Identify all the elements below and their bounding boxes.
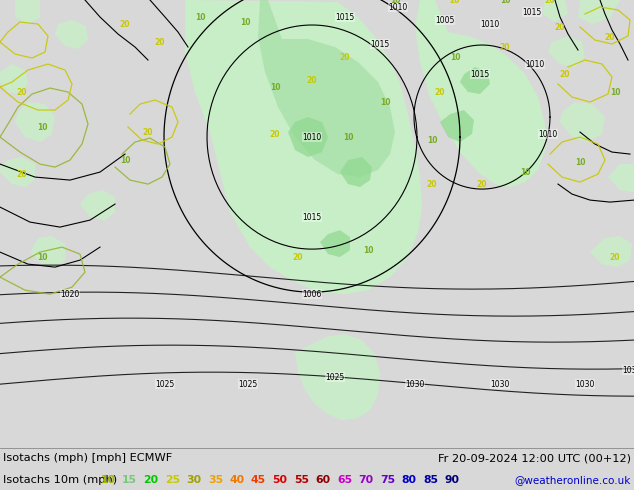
Text: 75: 75 [380, 475, 395, 485]
Text: 20: 20 [155, 38, 165, 47]
Polygon shape [440, 110, 474, 142]
Polygon shape [185, 0, 422, 294]
Text: 20: 20 [120, 20, 130, 28]
Polygon shape [590, 236, 632, 267]
Text: 90: 90 [444, 475, 460, 485]
Text: 1025: 1025 [238, 380, 257, 389]
Text: 20: 20 [450, 0, 460, 4]
Text: 10: 10 [363, 245, 373, 255]
Text: 20: 20 [307, 75, 317, 85]
Polygon shape [560, 102, 605, 142]
Text: 10: 10 [37, 253, 48, 262]
Text: 10: 10 [120, 155, 130, 165]
Text: 1010: 1010 [481, 20, 500, 28]
Text: 85: 85 [423, 475, 438, 485]
Text: 10: 10 [195, 13, 205, 22]
Text: 20: 20 [143, 475, 158, 485]
Text: 30: 30 [186, 475, 202, 485]
Text: 1015: 1015 [335, 13, 354, 22]
Text: 1035: 1035 [623, 366, 634, 375]
Text: 1006: 1006 [302, 290, 321, 298]
Text: 10: 10 [390, 0, 400, 4]
Text: 1015: 1015 [370, 40, 390, 49]
Text: Isotachs 10m (mph): Isotachs 10m (mph) [3, 475, 117, 485]
Polygon shape [0, 64, 28, 94]
Text: 20: 20 [560, 70, 570, 78]
Text: 20: 20 [16, 88, 27, 97]
Polygon shape [288, 117, 328, 157]
Polygon shape [80, 190, 115, 220]
Text: 10: 10 [520, 168, 530, 176]
Text: 20: 20 [340, 52, 350, 62]
Polygon shape [15, 102, 55, 142]
Text: 70: 70 [358, 475, 373, 485]
Text: 25: 25 [165, 475, 180, 485]
Text: 20: 20 [545, 0, 555, 4]
Text: 65: 65 [337, 475, 352, 485]
Polygon shape [548, 36, 585, 67]
Text: 80: 80 [401, 475, 417, 485]
Text: 10: 10 [610, 88, 620, 97]
Text: 20: 20 [427, 179, 437, 189]
Text: 1030: 1030 [575, 380, 595, 389]
Text: 20: 20 [16, 170, 27, 178]
Text: 15: 15 [122, 475, 137, 485]
Text: 10: 10 [269, 82, 280, 92]
Text: Fr 20-09-2024 12:00 UTC (00+12): Fr 20-09-2024 12:00 UTC (00+12) [438, 453, 631, 463]
Text: 1010: 1010 [526, 59, 545, 69]
Text: 1015: 1015 [522, 7, 541, 17]
Text: 1015: 1015 [302, 213, 321, 221]
Polygon shape [55, 20, 88, 49]
Text: 60: 60 [316, 475, 330, 485]
Polygon shape [340, 157, 372, 187]
Text: 20: 20 [269, 129, 280, 139]
Polygon shape [415, 0, 545, 187]
Text: 20: 20 [143, 127, 153, 137]
Text: 20: 20 [293, 253, 303, 262]
Text: 10: 10 [240, 18, 250, 26]
Text: 20: 20 [610, 253, 620, 262]
Text: 55: 55 [294, 475, 309, 485]
Text: 20: 20 [500, 43, 510, 51]
Text: 1025: 1025 [155, 380, 174, 389]
Text: 1020: 1020 [60, 290, 80, 298]
Text: 10: 10 [427, 136, 437, 145]
Polygon shape [608, 164, 634, 192]
Polygon shape [258, 0, 395, 177]
Text: 10: 10 [450, 52, 460, 62]
Text: 10: 10 [380, 98, 391, 106]
Text: 1005: 1005 [436, 16, 455, 24]
Text: 1015: 1015 [470, 70, 489, 78]
Text: 10: 10 [37, 122, 48, 131]
Text: 1010: 1010 [302, 133, 321, 142]
Text: 1025: 1025 [325, 373, 345, 382]
Text: 35: 35 [208, 475, 223, 485]
Text: Isotachs (mph) [mph] ECMWF: Isotachs (mph) [mph] ECMWF [3, 453, 172, 463]
Text: 20: 20 [605, 32, 615, 42]
Text: 20: 20 [555, 23, 566, 31]
Text: 40: 40 [230, 475, 245, 485]
Text: 10: 10 [500, 0, 510, 4]
Polygon shape [30, 236, 65, 267]
Text: 10: 10 [101, 475, 115, 485]
Text: 10: 10 [575, 158, 585, 167]
Polygon shape [578, 0, 620, 24]
Text: 45: 45 [251, 475, 266, 485]
Polygon shape [320, 230, 350, 257]
Text: 1030: 1030 [490, 380, 510, 389]
Text: 1030: 1030 [405, 380, 425, 389]
Polygon shape [15, 0, 40, 24]
Text: 10: 10 [343, 133, 353, 142]
Polygon shape [295, 334, 380, 420]
Polygon shape [0, 157, 35, 187]
Text: 1010: 1010 [389, 2, 408, 11]
Text: 50: 50 [273, 475, 287, 485]
Text: @weatheronline.co.uk: @weatheronline.co.uk [515, 475, 631, 485]
Polygon shape [460, 67, 490, 94]
Text: 20: 20 [435, 88, 445, 97]
Text: 1010: 1010 [538, 129, 558, 139]
Text: 20: 20 [477, 179, 488, 189]
Polygon shape [542, 0, 568, 22]
